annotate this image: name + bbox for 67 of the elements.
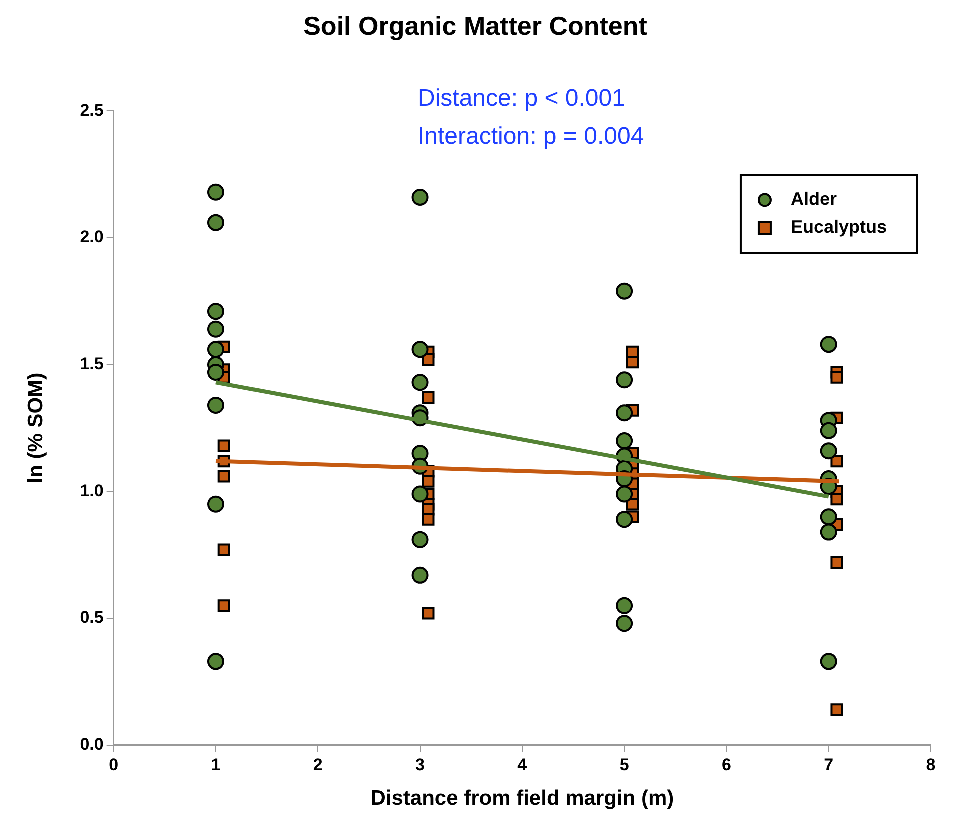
annotation: Distance: p < 0.001 [418, 84, 626, 112]
point [412, 341, 429, 358]
point [207, 303, 224, 320]
legend-label: Eucalyptus [790, 217, 887, 238]
y-tick-label: 1.5 [80, 354, 104, 374]
point [820, 422, 838, 440]
annotation: Interaction: p = 0.004 [418, 122, 644, 150]
point [830, 454, 844, 468]
point [207, 184, 224, 201]
x-tick-label: 2 [313, 755, 323, 774]
point [412, 374, 429, 392]
point [626, 356, 640, 369]
x-tick-label: 8 [926, 755, 936, 774]
chart-title: Soil Organic Matter Content [304, 10, 648, 41]
x-tick-label: 6 [722, 755, 732, 774]
point [218, 544, 230, 556]
point [830, 371, 844, 384]
point [820, 508, 838, 526]
point [830, 493, 844, 506]
point [207, 653, 224, 670]
point [616, 615, 634, 632]
point [830, 704, 844, 716]
point [412, 531, 429, 548]
point [207, 496, 224, 513]
point [422, 392, 435, 404]
point [422, 475, 435, 488]
point [207, 341, 224, 358]
point [616, 404, 634, 422]
point [422, 354, 435, 366]
x-tick-label: 5 [620, 755, 630, 774]
point [616, 511, 634, 528]
y-tick-label: 2.5 [80, 100, 104, 120]
point [207, 396, 224, 414]
point [820, 336, 838, 354]
point [218, 440, 230, 452]
point [218, 470, 230, 483]
point [820, 653, 838, 670]
point [616, 597, 634, 614]
x-tick-label: 3 [416, 755, 426, 774]
y-tick-label: 0.0 [80, 735, 104, 754]
point [820, 442, 838, 460]
point [207, 320, 224, 338]
point [626, 498, 640, 511]
x-tick-label: 1 [211, 755, 221, 774]
x-tick-label: 0 [109, 755, 119, 774]
point [412, 566, 429, 584]
point [412, 188, 429, 206]
x-tick-label: 7 [824, 755, 834, 774]
point [207, 214, 224, 232]
point [616, 372, 634, 389]
point [616, 282, 634, 300]
point [218, 600, 230, 612]
point [422, 513, 435, 526]
point [616, 432, 634, 450]
point [422, 607, 435, 620]
y-tick-label: 2.0 [80, 228, 104, 247]
point [412, 486, 429, 503]
point [830, 556, 844, 570]
legend-label: Alder [790, 189, 837, 210]
x-tick-label: 4 [518, 755, 528, 774]
point [207, 364, 224, 381]
x-axis-title: Distance from field margin (m) [370, 787, 674, 810]
y-tick-label: 0.5 [80, 608, 104, 628]
y-axis-title: ln (% SOM) [24, 372, 48, 484]
point [616, 486, 634, 503]
y-tick-label: 1.0 [80, 481, 104, 500]
point [820, 524, 838, 541]
